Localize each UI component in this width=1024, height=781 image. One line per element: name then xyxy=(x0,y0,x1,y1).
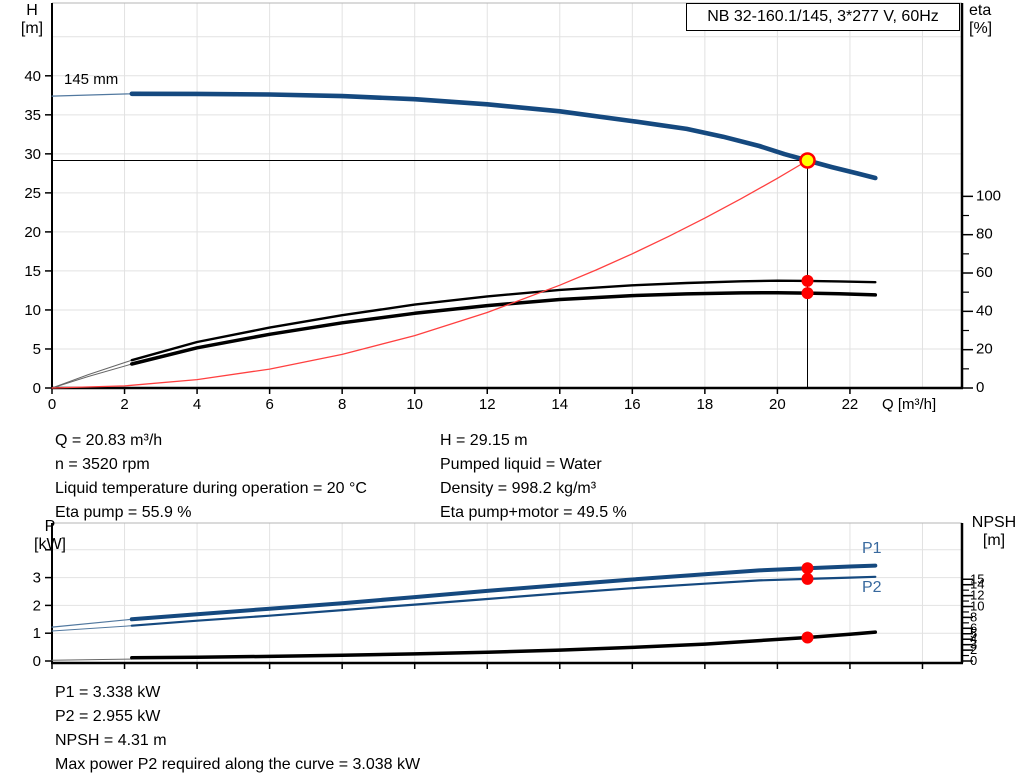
x-tick-label: 18 xyxy=(697,396,714,413)
q-axis-title: Q [m³/h] xyxy=(882,396,937,413)
p1-duty-marker xyxy=(801,562,814,575)
right-tick-label: 20 xyxy=(976,341,993,358)
series-head-curve xyxy=(129,91,878,181)
right-tick-label: 100 xyxy=(976,187,1001,204)
right-tick-label: 60 xyxy=(976,264,993,281)
series-system-curve xyxy=(51,159,809,389)
readout-line: Q = 20.83 m³/h xyxy=(55,432,163,449)
h-axis-title: H [m] xyxy=(20,2,44,37)
readout-line: Liquid temperature during operation = 20… xyxy=(55,480,367,497)
readout-line: Max power P2 required along the curve = … xyxy=(55,756,421,773)
right-tick-label: 0 xyxy=(976,379,984,396)
right-tick-label: 12 xyxy=(970,588,984,603)
p1-curve-label: P1 xyxy=(862,540,882,557)
series-npsh-curve-lead-in xyxy=(51,658,133,661)
right-tick-label: 5 xyxy=(970,626,977,641)
series-head-curve-lead-in xyxy=(51,93,133,97)
power-readout: P1 = 3.338 kW P2 = 2.955 kW NPSH = 4.31 … xyxy=(55,681,420,777)
x-tick-label: 4 xyxy=(193,396,201,413)
right-tick-label: 80 xyxy=(976,226,993,243)
eta-pump-motor-duty-marker xyxy=(801,287,814,300)
x-tick-label: 0 xyxy=(48,396,56,413)
left-tick-label: 30 xyxy=(24,146,41,163)
readout-line: Eta pump = 55.9 % xyxy=(55,504,192,521)
readout-line: Pumped liquid = Water xyxy=(440,456,602,473)
right-tick-label: 14 xyxy=(970,577,984,592)
left-tick-label: 10 xyxy=(24,302,41,319)
right-tick-label: 8 xyxy=(970,609,977,624)
right-tick-label: 0 xyxy=(970,653,977,668)
readout-line: P2 = 2.955 kW xyxy=(55,708,161,725)
pump-name-label: NB 32-160.1/145, 3*277 V, 60Hz xyxy=(707,8,939,25)
x-tick-label: 12 xyxy=(479,396,496,413)
readout-line: NPSH = 4.31 m xyxy=(55,732,167,749)
x-tick-label: 10 xyxy=(406,396,423,413)
npsh-duty-marker xyxy=(801,631,814,644)
duty-readout-right: H = 29.15 m Pumped liquid = Water Densit… xyxy=(440,429,627,525)
left-tick-label: 25 xyxy=(24,185,41,202)
right-tick-label: 40 xyxy=(976,302,993,319)
x-tick-label: 8 xyxy=(338,396,346,413)
left-tick-label: 0 xyxy=(33,653,41,670)
npsh-axis-title: NPSH [m] xyxy=(971,514,1017,549)
left-tick-label: 15 xyxy=(24,263,41,280)
series-npsh-curve xyxy=(130,630,878,660)
right-tick-label: 3 xyxy=(970,637,977,652)
duty-readout-left: Q = 20.83 m³/h n = 3520 rpm Liquid tempe… xyxy=(55,429,367,525)
left-tick-label: 5 xyxy=(33,341,41,358)
right-tick-label: 4 xyxy=(970,631,977,646)
pump-name-box: NB 32-160.1/145, 3*277 V, 60Hz xyxy=(686,3,960,31)
right-tick-label: 6 xyxy=(970,620,977,635)
series-p2-curve-lead-in xyxy=(51,625,133,632)
x-tick-label: 22 xyxy=(842,396,859,413)
series-p1-curve-lead-in xyxy=(51,618,133,628)
p-axis-title: P [kW] xyxy=(34,518,66,553)
right-tick-label: 15 xyxy=(970,571,984,586)
readout-line: n = 3520 rpm xyxy=(55,456,150,473)
x-tick-label: 16 xyxy=(624,396,641,413)
x-tick-label: 2 xyxy=(120,396,128,413)
readout-line: Eta pump+motor = 49.5 % xyxy=(440,504,627,521)
readout-line: H = 29.15 m xyxy=(440,432,528,449)
readout-line: P1 = 3.338 kW xyxy=(55,684,161,701)
impeller-diameter-label: 145 mm xyxy=(64,71,119,88)
series-eta-pump-lead-in xyxy=(51,359,133,389)
left-tick-label: 3 xyxy=(33,570,41,587)
left-tick-label: 20 xyxy=(24,224,41,241)
series-p2-curve xyxy=(130,575,877,627)
series-p1-curve xyxy=(129,563,878,622)
readout-line: Density = 998.2 kg/m³ xyxy=(440,480,597,497)
x-tick-label: 6 xyxy=(265,396,273,413)
duty-point-marker[interactable] xyxy=(799,152,816,169)
right-tick-label: 2 xyxy=(970,642,977,657)
p2-duty-marker xyxy=(801,572,814,585)
left-tick-label: 2 xyxy=(33,597,41,614)
p2-curve-label: P2 xyxy=(862,579,882,596)
x-tick-label: 14 xyxy=(551,396,568,413)
right-tick-label: 10 xyxy=(970,599,984,614)
series-eta-pump-motor-curve xyxy=(130,290,878,366)
left-tick-label: 35 xyxy=(24,107,41,124)
left-tick-label: 0 xyxy=(33,380,41,397)
series-eta-pump-motor-lead-in xyxy=(51,363,133,389)
eta-pump-duty-marker xyxy=(801,274,814,287)
left-tick-label: 1 xyxy=(33,625,41,642)
eta-axis-title: eta [%] xyxy=(969,2,993,37)
x-tick-label: 20 xyxy=(769,396,786,413)
left-tick-label: 40 xyxy=(24,68,41,85)
